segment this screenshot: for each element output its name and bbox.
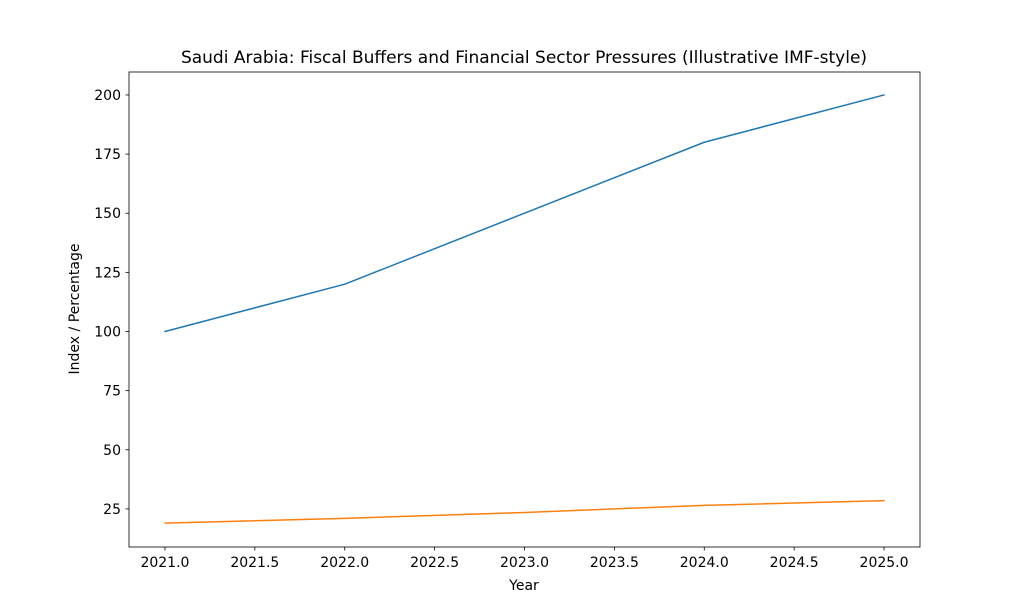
y-tick-label: 175 (94, 147, 121, 163)
y-tick-label: 100 (94, 324, 121, 340)
y-tick-label: 125 (94, 265, 121, 281)
x-tick-label: 2023.0 (500, 555, 549, 571)
x-tick-label: 2024.0 (680, 555, 729, 571)
y-tick-label: 75 (103, 384, 121, 400)
blue-line (164, 94, 885, 333)
y-tick-label: 25 (103, 502, 121, 518)
x-tick-label: 2022.0 (320, 555, 369, 571)
x-tick-label: 2025.0 (860, 555, 909, 571)
x-tick-label: 2023.5 (590, 555, 639, 571)
y-tick-label: 150 (94, 206, 121, 222)
orange-line (164, 499, 885, 524)
y-axis-label: Index / Percentage (67, 244, 83, 375)
plot-area: 2021.0 2021.5 2022.0 2022.5 2023.0 2023.5 2024… (94, 71, 921, 571)
x-tick-label: 2024.5 (770, 555, 819, 571)
chart-title: Saudi Arabia: Fiscal Buffers and Financi… (181, 48, 867, 68)
x-tick-label: 2021.0 (140, 555, 189, 571)
x-tick-label: 2021.5 (230, 555, 279, 571)
x-axis-label: Year (508, 578, 539, 594)
y-tick-label: 50 (103, 443, 121, 459)
x-tick-label: 2022.5 (410, 555, 459, 571)
y-tick-label: 200 (94, 88, 121, 104)
